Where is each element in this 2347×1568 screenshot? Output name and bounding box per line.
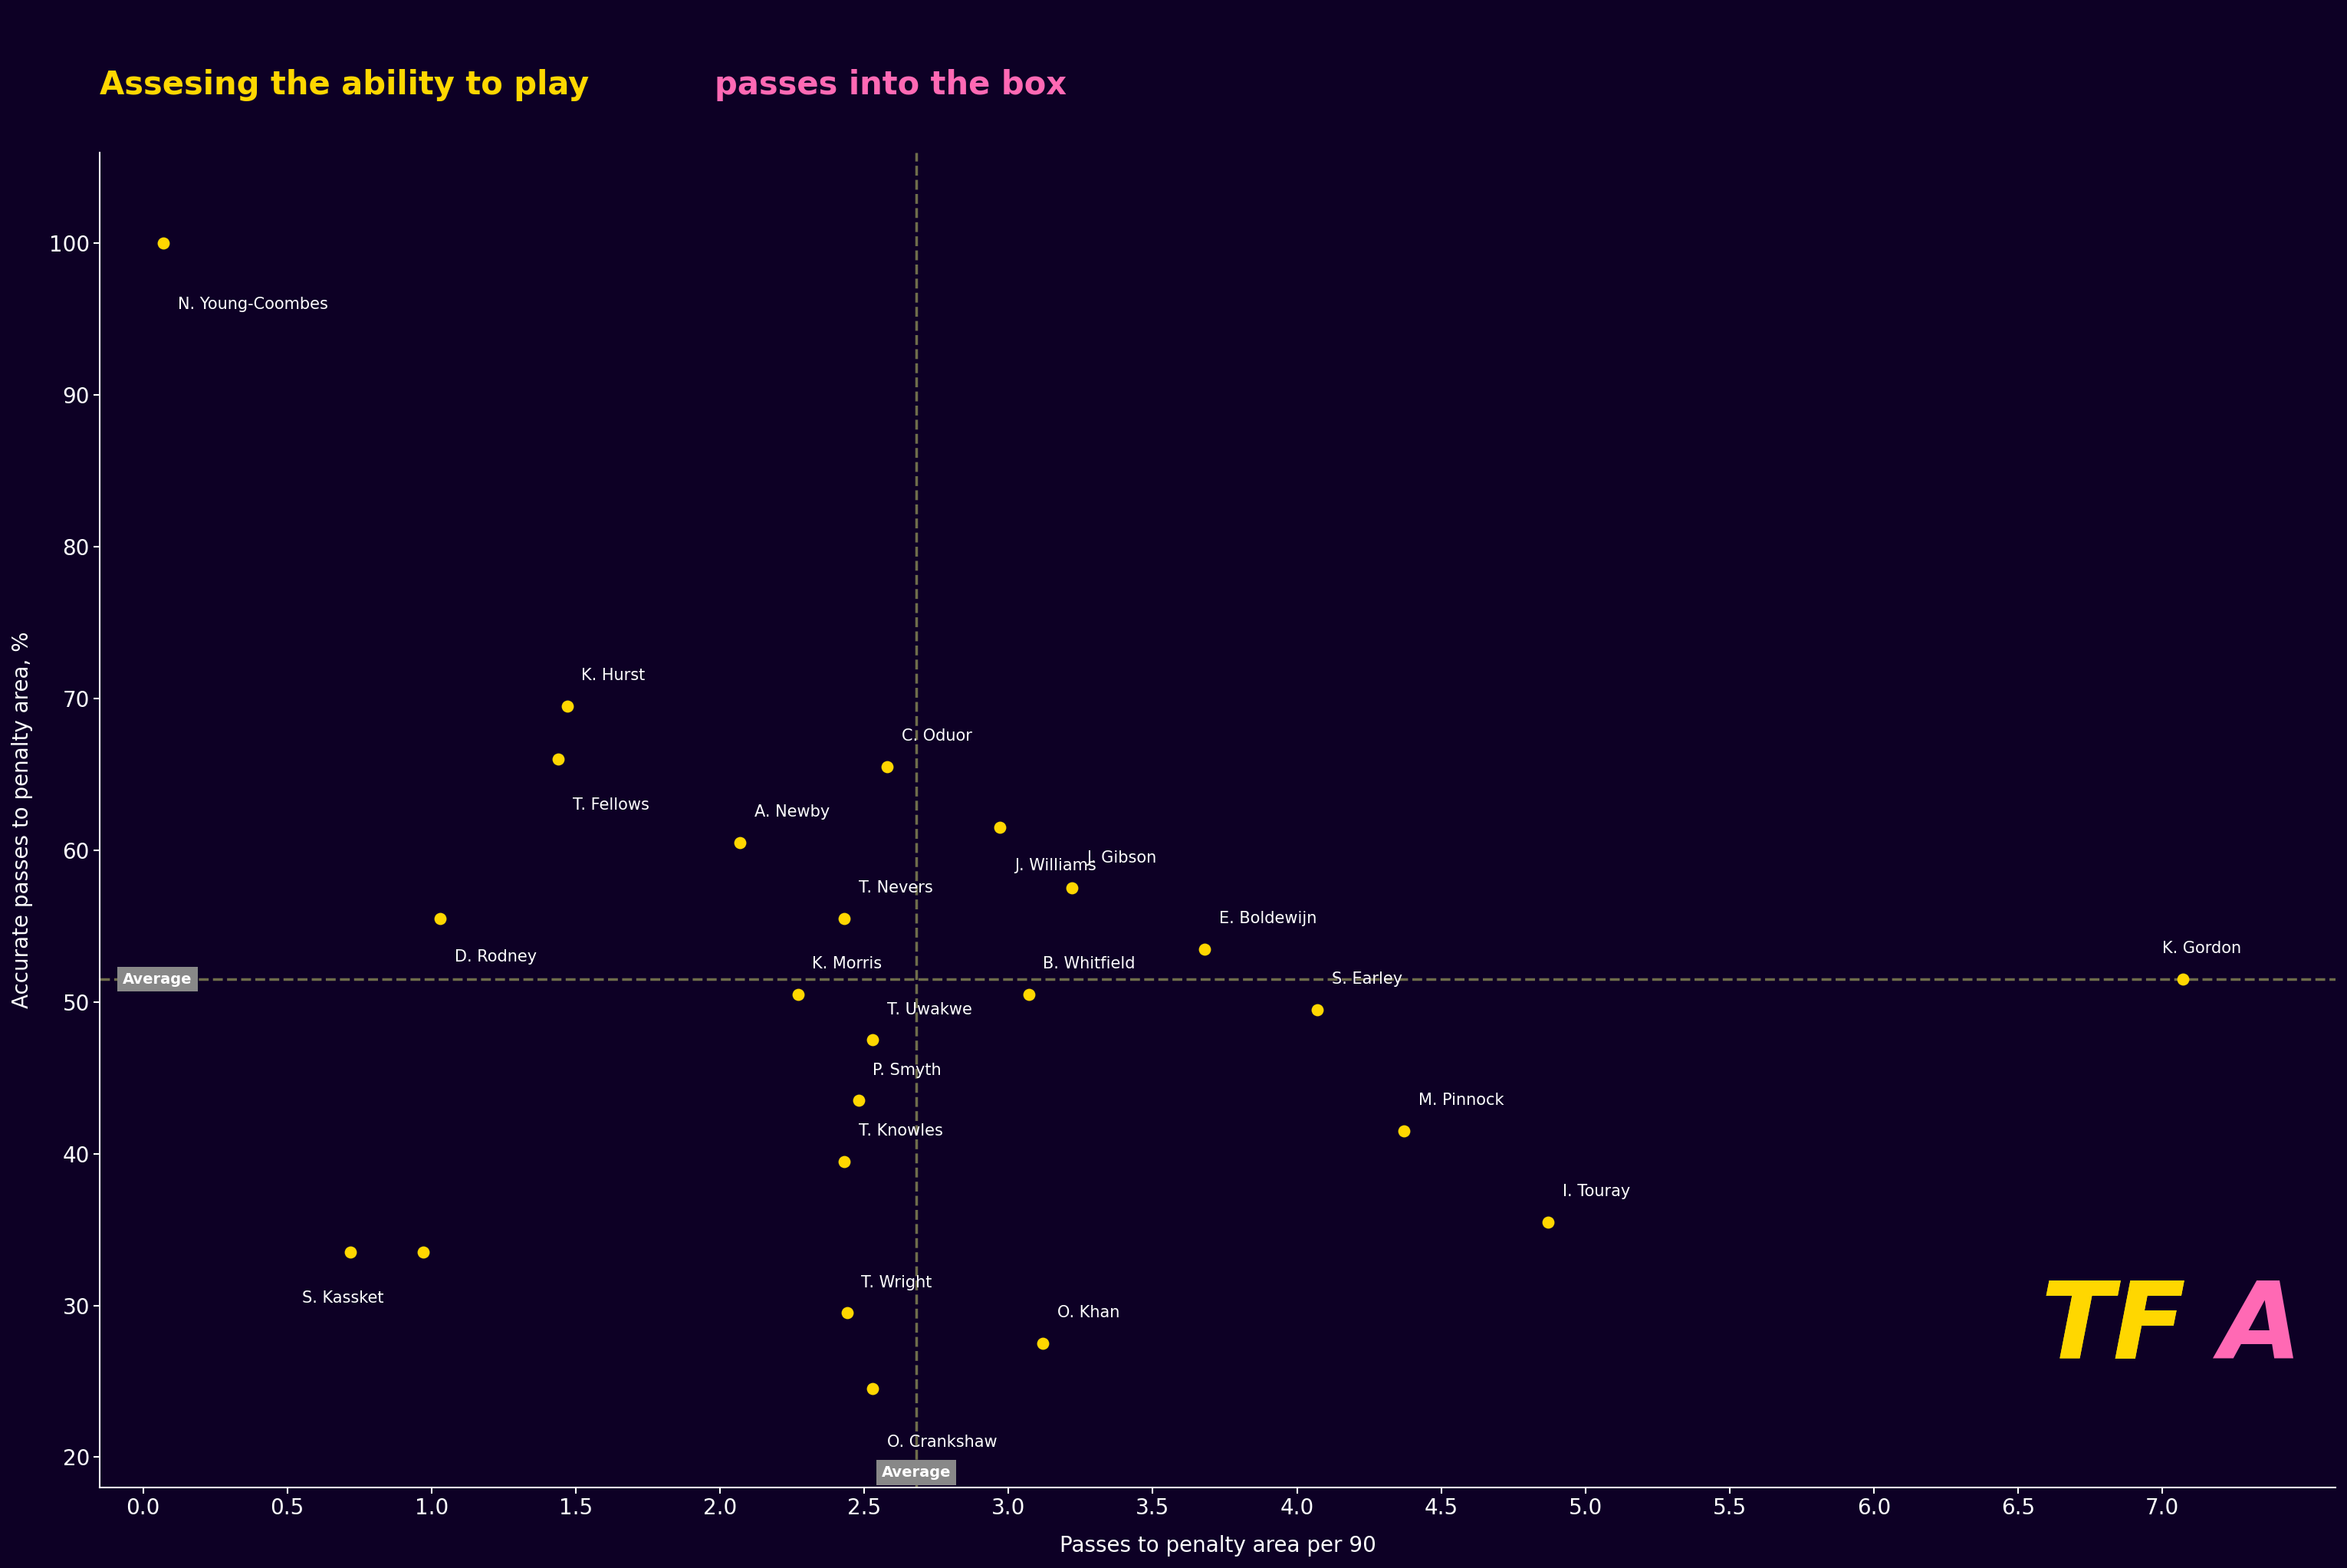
- Point: [721, 829, 758, 855]
- Text: S. Earley: S. Earley: [1331, 972, 1401, 986]
- Point: [1009, 982, 1047, 1007]
- Point: [146, 230, 183, 256]
- Point: [1298, 997, 1335, 1022]
- Point: [840, 1088, 878, 1113]
- Text: T. Nevers: T. Nevers: [859, 880, 932, 895]
- Text: B. Whitfield: B. Whitfield: [1042, 956, 1136, 972]
- Text: T. Uwakwe: T. Uwakwe: [887, 1002, 972, 1018]
- Point: [549, 693, 587, 718]
- Point: [404, 1240, 441, 1265]
- Point: [779, 982, 817, 1007]
- X-axis label: Passes to penalty area per 90: Passes to penalty area per 90: [1058, 1535, 1375, 1557]
- Y-axis label: Accurate passes to penalty area, %: Accurate passes to penalty area, %: [12, 632, 33, 1008]
- Point: [854, 1027, 892, 1052]
- Point: [331, 1240, 368, 1265]
- Text: Average: Average: [882, 1466, 951, 1480]
- Point: [1185, 936, 1223, 961]
- Point: [826, 1149, 864, 1174]
- Text: N. Young-Coombes: N. Young-Coombes: [178, 296, 329, 312]
- Text: J. Gibson: J. Gibson: [1087, 850, 1157, 866]
- Point: [422, 906, 460, 931]
- Text: O. Crankshaw: O. Crankshaw: [887, 1435, 997, 1450]
- Text: M. Pinnock: M. Pinnock: [1418, 1093, 1504, 1109]
- Point: [828, 1300, 866, 1325]
- Text: J. Williams: J. Williams: [1014, 858, 1096, 873]
- Text: A. Newby: A. Newby: [756, 804, 831, 820]
- Text: T. Fellows: T. Fellows: [573, 797, 650, 812]
- Text: K. Morris: K. Morris: [812, 956, 882, 972]
- Text: I. Touray: I. Touray: [1563, 1184, 1631, 1200]
- Point: [868, 754, 906, 779]
- Text: TF: TF: [2040, 1278, 2185, 1381]
- Point: [1054, 875, 1091, 900]
- Text: C. Oduor: C. Oduor: [901, 729, 972, 745]
- Text: T. Wright: T. Wright: [861, 1275, 932, 1290]
- Text: T. Knowles: T. Knowles: [859, 1123, 943, 1138]
- Text: Assesing the ability to play: Assesing the ability to play: [101, 69, 601, 102]
- Text: D. Rodney: D. Rodney: [455, 949, 537, 964]
- Text: K. Hurst: K. Hurst: [582, 668, 645, 684]
- Text: O. Khan: O. Khan: [1058, 1305, 1120, 1320]
- Text: A: A: [2220, 1278, 2302, 1381]
- Point: [854, 1377, 892, 1402]
- Point: [2164, 966, 2201, 991]
- Text: passes into the box: passes into the box: [716, 69, 1068, 102]
- Text: Average: Average: [122, 972, 192, 986]
- Text: P. Smyth: P. Smyth: [873, 1063, 941, 1077]
- Point: [826, 906, 864, 931]
- Point: [981, 815, 1019, 840]
- Point: [1530, 1209, 1568, 1234]
- Text: TF: TF: [2040, 1278, 2185, 1381]
- Text: K. Gordon: K. Gordon: [2162, 941, 2241, 956]
- Point: [1385, 1118, 1422, 1143]
- Text: E. Boldewijn: E. Boldewijn: [1218, 911, 1317, 927]
- Text: S. Kassket: S. Kassket: [303, 1290, 383, 1306]
- Point: [1023, 1331, 1061, 1356]
- Point: [540, 746, 577, 771]
